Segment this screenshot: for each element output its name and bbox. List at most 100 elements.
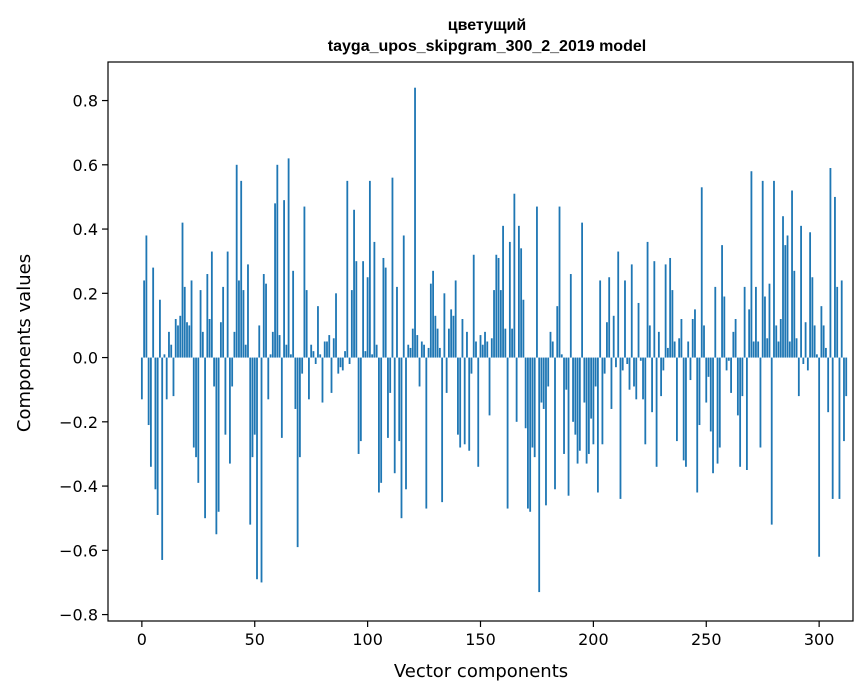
bar — [457, 357, 459, 435]
bar — [479, 335, 482, 358]
bar — [287, 158, 290, 358]
bar — [752, 341, 755, 358]
bar — [172, 357, 175, 397]
chart-title-line-1: цветущий — [448, 17, 526, 34]
bar — [806, 357, 809, 371]
bar — [314, 357, 317, 364]
bar — [626, 357, 629, 364]
bar — [511, 328, 514, 358]
bar — [222, 286, 225, 358]
bar — [186, 322, 188, 358]
bar — [513, 193, 516, 358]
bar — [159, 299, 161, 358]
bar — [353, 209, 355, 358]
bar — [423, 344, 425, 358]
bar — [538, 357, 541, 593]
bar — [341, 357, 344, 371]
bar — [362, 261, 365, 358]
bar — [515, 357, 518, 422]
bar — [206, 274, 209, 358]
bar — [714, 286, 717, 358]
bar — [208, 319, 211, 358]
x-tick-label: 200 — [578, 630, 609, 649]
axes: 0 50 100 150 200 250 300 −0.8 −0.6 −0.4 −0.2 0.0 0.2… — [59, 61, 854, 649]
bar — [743, 286, 746, 358]
bar — [590, 357, 593, 419]
bar — [380, 357, 383, 483]
bar — [229, 357, 231, 464]
bar — [748, 309, 751, 358]
bar — [723, 296, 726, 358]
bar-series — [140, 87, 848, 593]
bar — [813, 325, 816, 358]
bar — [646, 241, 649, 358]
bar — [750, 171, 753, 358]
bar — [258, 325, 261, 358]
bar — [556, 306, 559, 358]
bar — [168, 331, 170, 358]
bar — [508, 241, 511, 358]
bar — [233, 331, 236, 358]
y-tick-label: −0.8 — [59, 606, 98, 625]
bar — [633, 357, 635, 387]
y-tick-label: −0.2 — [59, 413, 98, 432]
bar — [488, 357, 491, 416]
bar — [497, 257, 500, 358]
bar — [741, 357, 744, 397]
bar — [551, 341, 554, 358]
bar — [601, 357, 604, 445]
bar — [271, 331, 274, 358]
bar — [540, 357, 543, 403]
bar — [784, 245, 787, 358]
bar — [696, 357, 699, 493]
bar — [441, 357, 444, 503]
bar — [524, 357, 527, 429]
bar — [247, 264, 249, 358]
bar — [660, 357, 663, 397]
bar — [653, 261, 656, 358]
x-tick-label: 250 — [691, 630, 722, 649]
bar — [642, 357, 644, 400]
bar — [691, 319, 694, 358]
bar — [795, 338, 798, 358]
bar — [484, 331, 486, 358]
bar — [224, 357, 227, 435]
bar — [596, 357, 599, 493]
bar — [581, 222, 583, 358]
bar — [797, 357, 800, 397]
bar — [310, 344, 313, 358]
bar — [836, 286, 839, 358]
bar — [183, 286, 186, 358]
bar — [368, 180, 371, 358]
bar — [400, 357, 403, 519]
bar — [387, 357, 389, 438]
bar — [244, 344, 247, 358]
bar — [734, 319, 737, 358]
bar — [648, 325, 651, 358]
bar — [355, 261, 358, 358]
bar — [466, 331, 468, 358]
bar — [260, 357, 263, 583]
bar — [599, 280, 602, 358]
bar — [477, 357, 480, 467]
bar — [177, 325, 179, 358]
bar — [490, 338, 493, 358]
bar — [240, 180, 243, 358]
bar — [825, 347, 827, 358]
bar — [621, 357, 624, 371]
bar — [725, 357, 728, 371]
bar — [411, 328, 414, 358]
bar — [398, 357, 401, 442]
bar — [637, 302, 640, 358]
bar — [328, 335, 331, 358]
bar — [265, 283, 267, 358]
bar — [350, 290, 353, 358]
bar — [335, 293, 337, 358]
bar — [815, 354, 818, 358]
bar — [262, 274, 265, 358]
x-tick-label: 150 — [465, 630, 496, 649]
bar — [558, 206, 561, 358]
bar — [732, 331, 735, 358]
bar — [802, 357, 805, 364]
bar — [678, 338, 681, 358]
